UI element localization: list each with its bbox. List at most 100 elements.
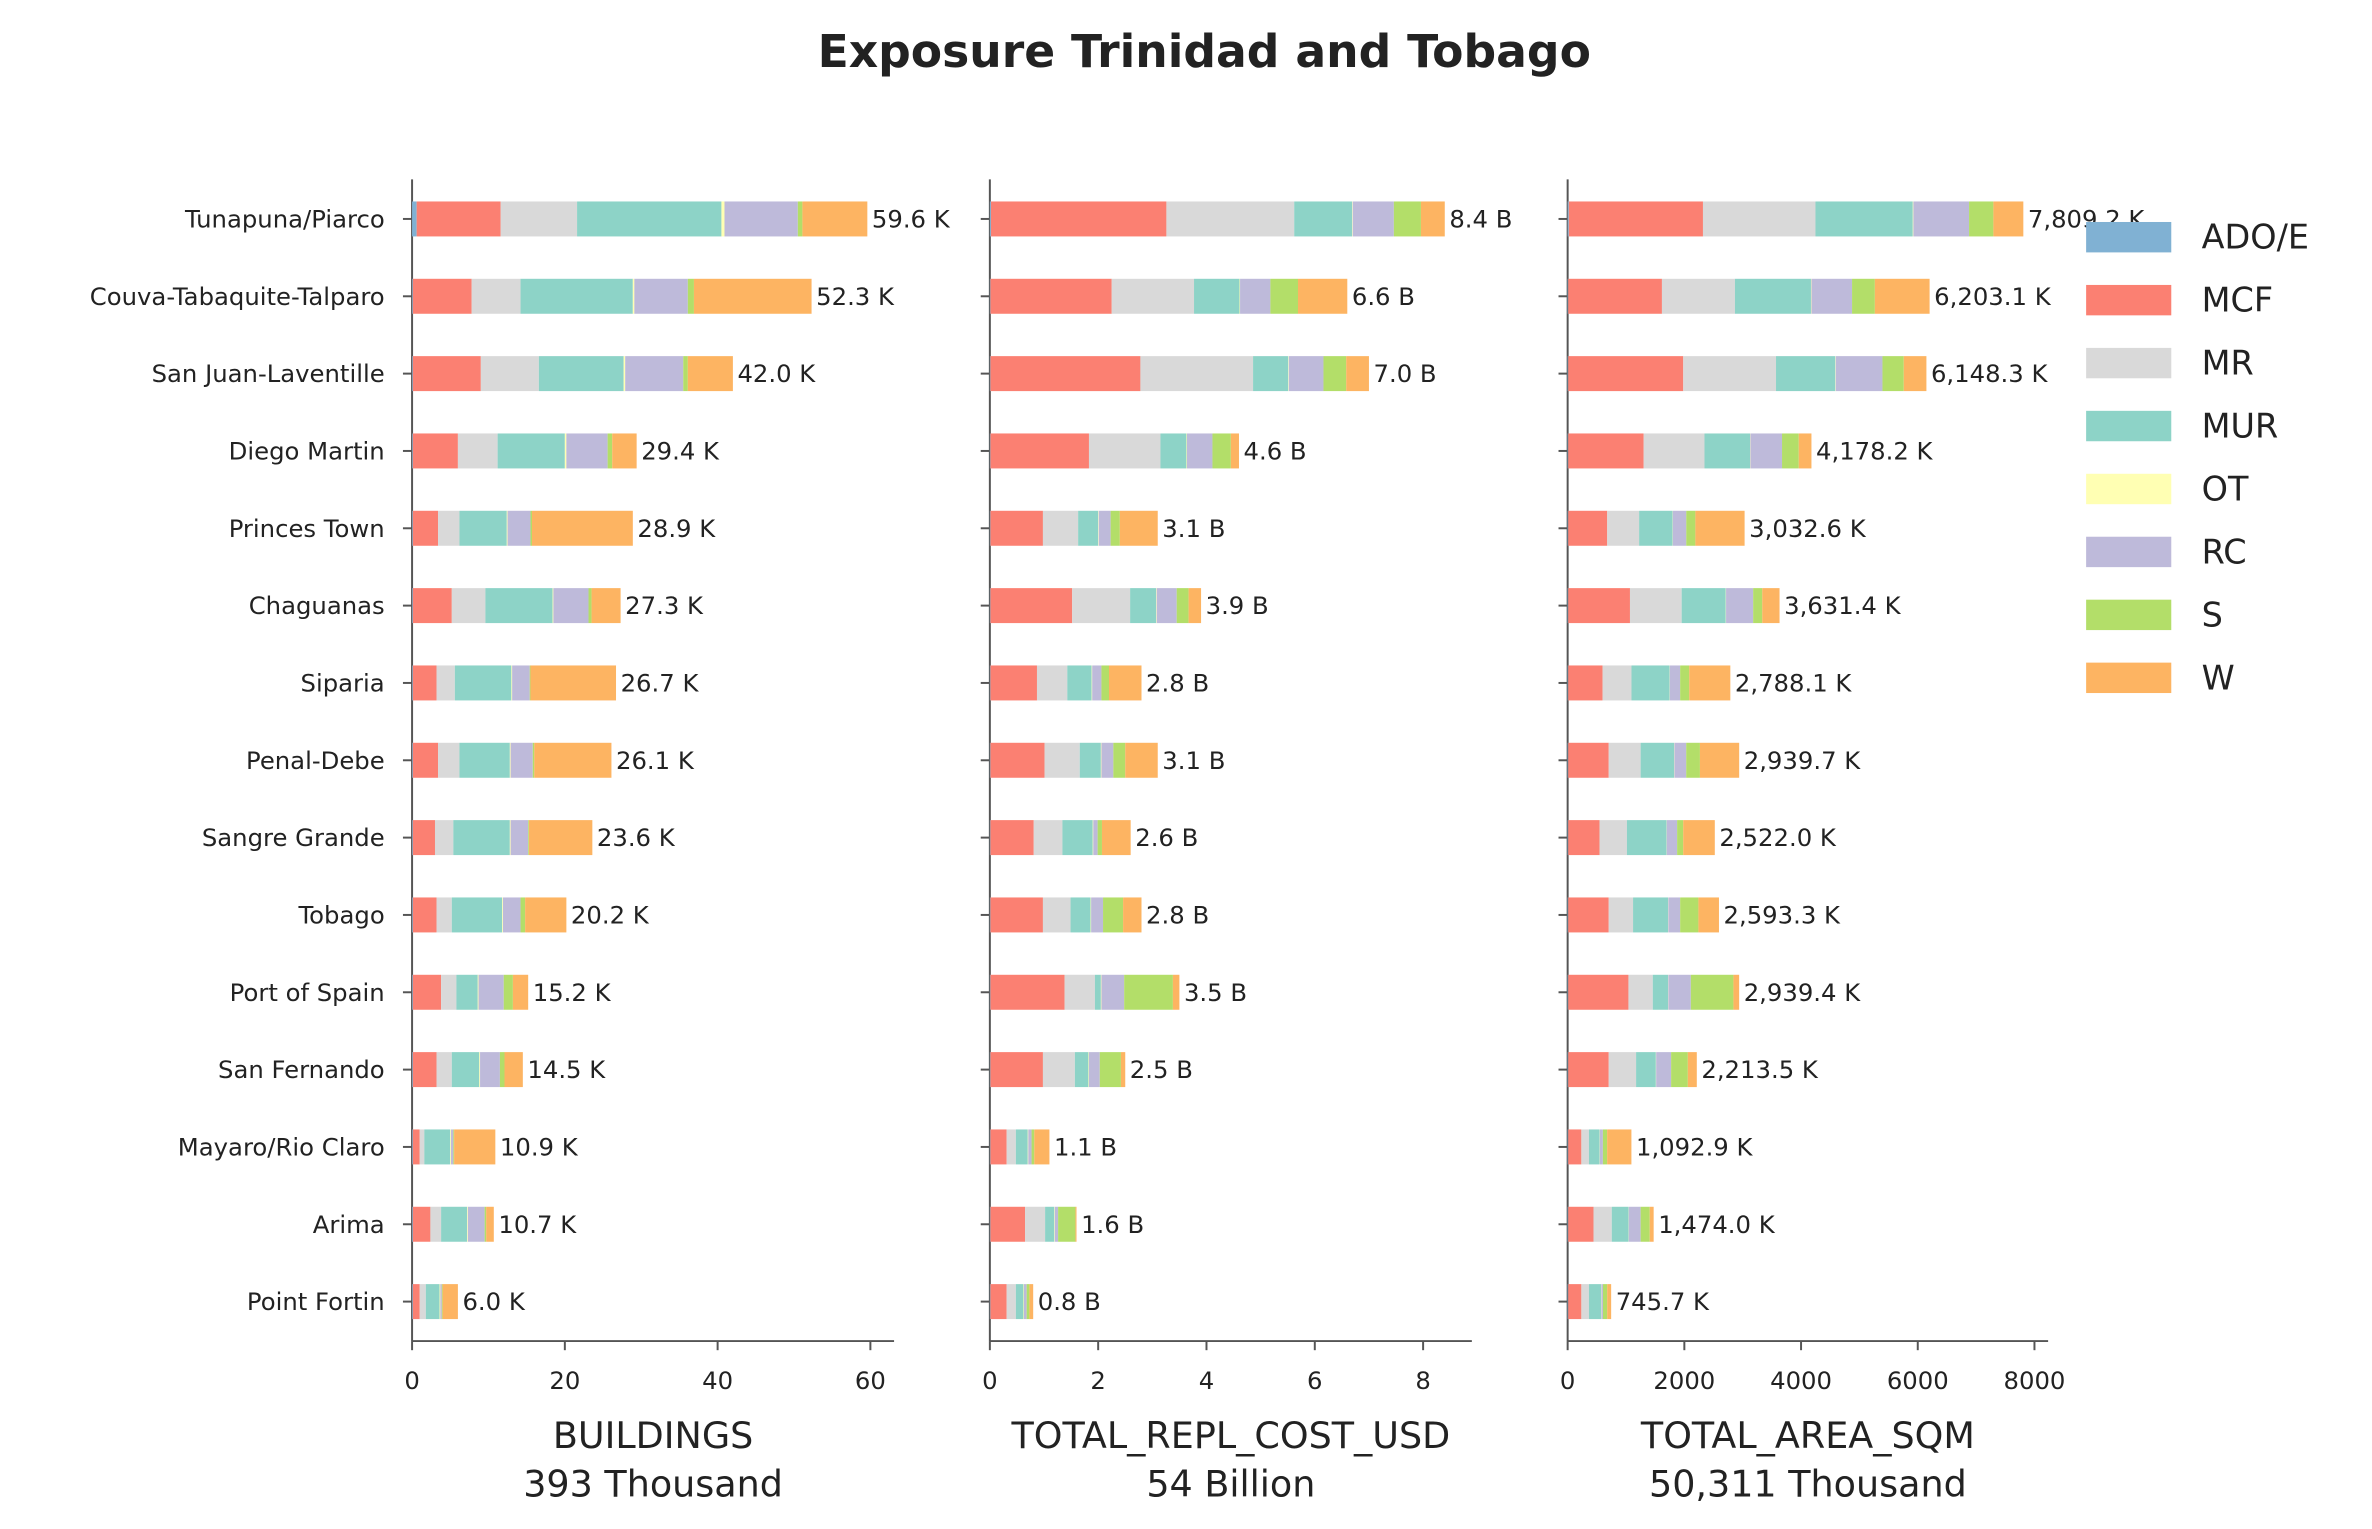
value-label: 3.1 B [1162,514,1225,543]
bar-segment [797,201,803,237]
bar-segment [434,820,454,856]
legend-label: MR [2202,344,2254,383]
bar-segment [1568,665,1603,701]
bar-segment [1075,1206,1077,1242]
value-label: 1,092.9 K [1636,1132,1754,1161]
bar-segment [1567,974,1569,1010]
bar-segment [1683,356,1777,392]
value-label: 1.1 B [1054,1132,1117,1161]
value-label: 2.5 B [1130,1055,1193,1084]
bar-segment [1270,278,1299,314]
bar-segment [412,1129,413,1165]
bar-segment [442,1284,458,1320]
bar-segment [441,1284,443,1320]
bar-segment [564,433,567,469]
bar-segment [1294,201,1353,237]
bar-segment [1028,1129,1032,1165]
bar-segment [1690,974,1734,1010]
bar-segment [486,1206,494,1242]
bar-segment [510,820,529,856]
bar-segment [566,433,608,469]
bar-segment [1097,820,1102,856]
bar-segment [989,1052,991,1088]
bar-segment [1567,742,1569,778]
y-tick-label: Chaguanas [249,591,385,620]
bar-segment [416,201,501,237]
bar-segment [412,897,437,933]
bar-segment [1033,820,1063,856]
bar-segment [989,588,991,624]
bar-segment [1753,588,1763,624]
bar-segment [1567,510,1569,546]
bar-segment [503,974,513,1010]
bar-segment [623,356,626,392]
bar-segment [1568,742,1609,778]
bar-segment [1058,1206,1076,1242]
bar-segment [1672,510,1687,546]
bar-segment [1042,897,1071,933]
bar-segment [1110,510,1120,546]
value-label: 6.0 K [462,1287,525,1316]
bar-segment [1079,742,1101,778]
bar-segment [419,1129,425,1165]
bar-segment [1194,278,1240,314]
x-axis-subtitle: 54 Billion [1146,1462,1315,1505]
value-label: 2.8 B [1146,900,1209,929]
bar-segment [990,510,1043,546]
bar-segment [1683,820,1715,856]
value-label: 7.0 B [1374,359,1437,388]
bar-segment [1669,665,1681,701]
bar-segment [451,1129,454,1165]
bar-segment [512,665,530,701]
bar-segment [1567,1052,1569,1088]
bar-segment [553,588,589,624]
bar-segment [990,974,1065,1010]
bar-segment [990,1052,1043,1088]
bar-segment [531,510,633,546]
bar-segment [1640,1206,1650,1242]
bar-segment [509,820,511,856]
bar-segment [1125,742,1158,778]
bar-segment [990,588,1073,624]
bar-segment [451,588,486,624]
legend-swatch [2086,284,2172,316]
value-label: 3,631.4 K [1784,591,1902,620]
bar-segment [1993,201,2024,237]
bar-segment [520,278,633,314]
value-label: 6.6 B [1352,282,1415,311]
bar-segment [1067,665,1092,701]
bar-segment [989,433,991,469]
bar-segment [532,742,535,778]
bar-segment [419,1284,426,1320]
y-tick-label: Tobago [297,900,384,929]
bar-segment [1092,665,1102,701]
value-label: 2.8 B [1146,668,1209,697]
bar-segment [529,665,531,701]
bar-segment [412,974,442,1010]
x-tick-label: 0 [982,1366,997,1395]
bar-segment [1006,1129,1016,1165]
bar-segment [454,665,512,701]
bar-segment [502,897,503,933]
x-tick-label: 2000 [1653,1366,1715,1395]
bar-segment [989,1129,991,1165]
bar-segment [412,1284,420,1320]
value-label: 0.8 B [1038,1287,1101,1316]
legend-label: W [2202,658,2235,697]
bar-segment [1639,510,1673,546]
bar-segment [1567,201,1569,237]
bar-segment [1687,1052,1697,1088]
bar-segment [440,1284,442,1320]
bar-segment [1601,1284,1603,1320]
y-tick-label: Sangre Grande [202,823,385,852]
bar-segment [1100,742,1102,778]
bar-segment [1352,201,1394,237]
bar-segment [1130,588,1157,624]
bar-segment [1346,356,1369,392]
bar-segment [588,588,592,624]
value-label: 26.1 K [616,746,695,775]
bar-segment [990,820,1034,856]
bar-segment [1098,510,1099,546]
bar-segment [1815,201,1913,237]
bar-segment [1588,1284,1602,1320]
